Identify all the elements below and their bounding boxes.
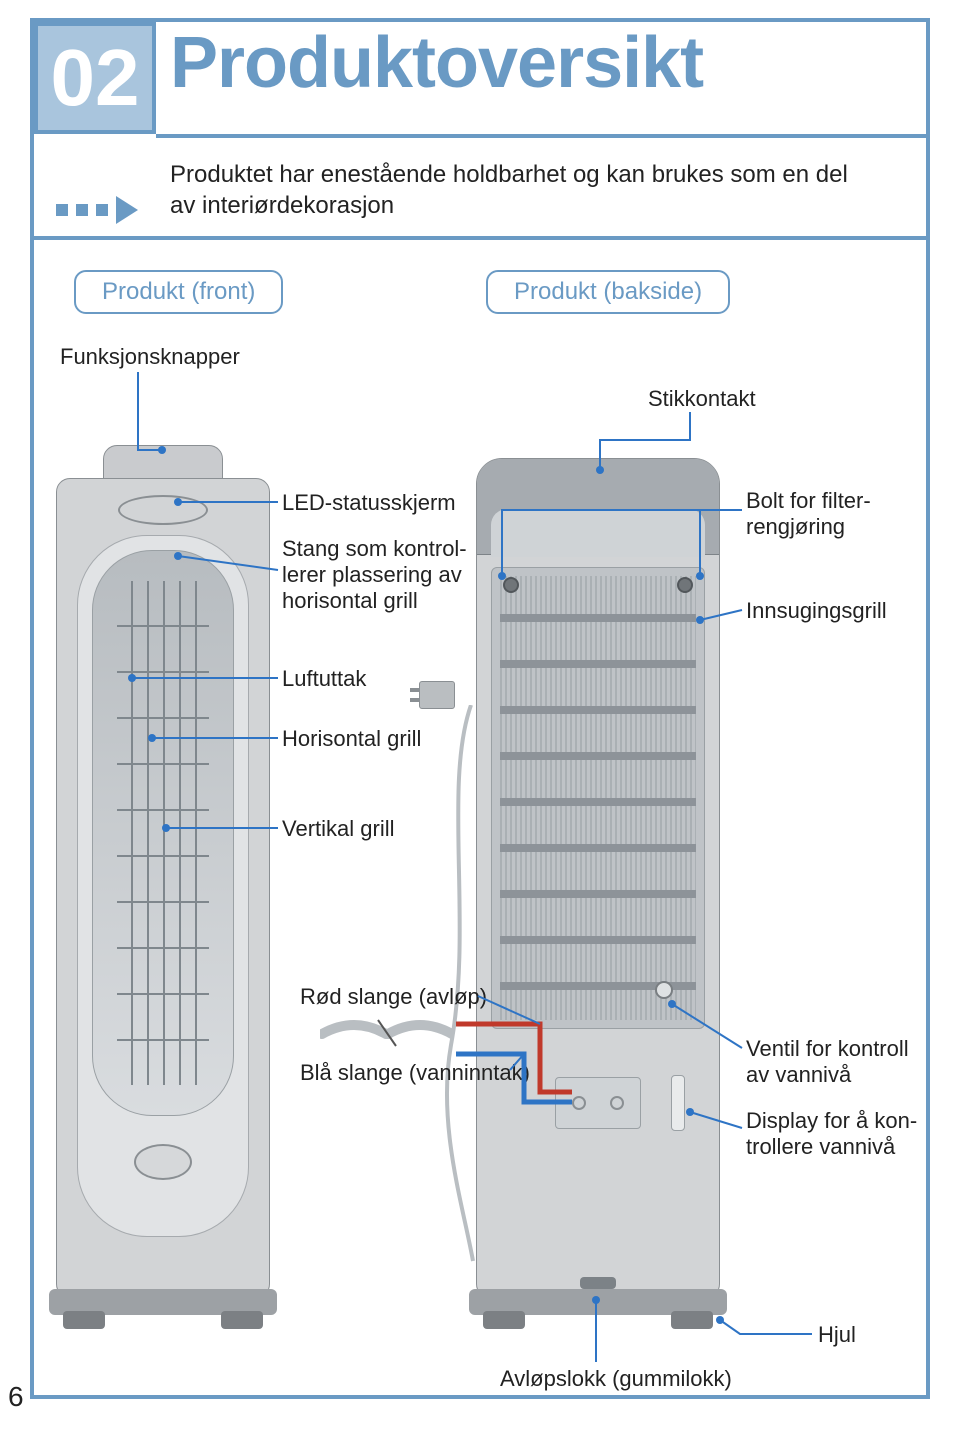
page-number: 6: [8, 1381, 24, 1413]
leader-lines: [0, 0, 960, 1429]
page: 02 Produktoversikt Produktet har eneståe…: [0, 0, 960, 1429]
